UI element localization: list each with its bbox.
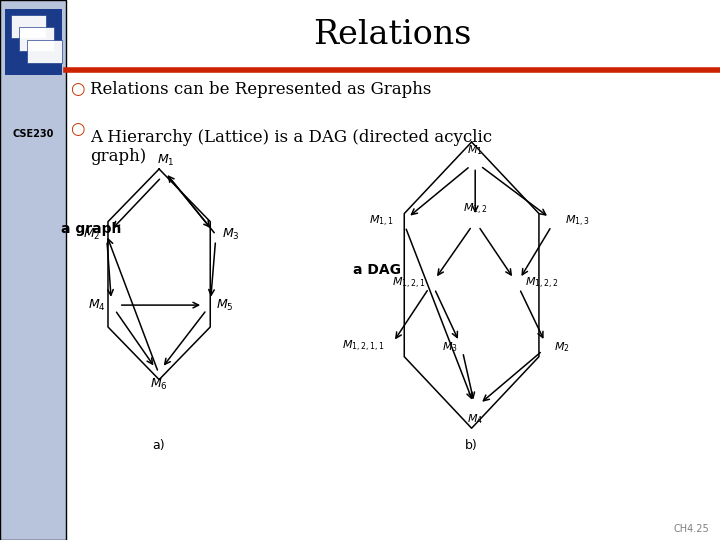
Text: b): b) [465, 439, 478, 452]
Text: $M_{1,2,2}$: $M_{1,2,2}$ [525, 276, 558, 291]
FancyBboxPatch shape [4, 9, 62, 75]
Text: $M_3$: $M_3$ [222, 227, 239, 242]
Text: A Hierarchy (Lattice) is a DAG (directed acyclic
graph): A Hierarchy (Lattice) is a DAG (directed… [90, 129, 492, 165]
Text: Relations can be Represented as Graphs: Relations can be Represented as Graphs [90, 80, 431, 98]
Text: $M_{1,2,1,1}$: $M_{1,2,1,1}$ [341, 339, 384, 354]
Text: $M_3$: $M_3$ [442, 340, 458, 354]
Text: a): a) [152, 439, 165, 452]
FancyBboxPatch shape [11, 15, 46, 38]
Text: $M_5$: $M_5$ [216, 298, 233, 313]
Text: $M_{1,2}$: $M_{1,2}$ [463, 202, 487, 217]
Text: $M_{1,1}$: $M_{1,1}$ [369, 214, 394, 229]
Text: $M_4$: $M_4$ [89, 298, 106, 313]
Text: ○: ○ [70, 80, 84, 98]
Text: Relations: Relations [313, 19, 472, 51]
Text: $M_2$: $M_2$ [84, 227, 101, 242]
Text: $M_1$: $M_1$ [157, 153, 174, 168]
Text: $M_6$: $M_6$ [150, 377, 167, 392]
Text: $M_1$: $M_1$ [467, 143, 483, 157]
FancyBboxPatch shape [0, 0, 66, 540]
Text: a DAG: a DAG [353, 263, 401, 277]
Text: CH4.25: CH4.25 [673, 523, 709, 534]
FancyBboxPatch shape [19, 27, 54, 51]
Text: ○: ○ [70, 119, 84, 138]
Text: $M_4$: $M_4$ [467, 413, 483, 427]
Text: $M_{1,2,1}$: $M_{1,2,1}$ [392, 276, 426, 291]
Text: a graph: a graph [61, 222, 122, 237]
Text: CSE230: CSE230 [12, 129, 54, 139]
Text: $M_{1,3}$: $M_{1,3}$ [565, 214, 590, 229]
Text: $M_2$: $M_2$ [554, 340, 570, 354]
FancyBboxPatch shape [27, 39, 62, 63]
Text: UCONN: UCONN [17, 11, 49, 19]
